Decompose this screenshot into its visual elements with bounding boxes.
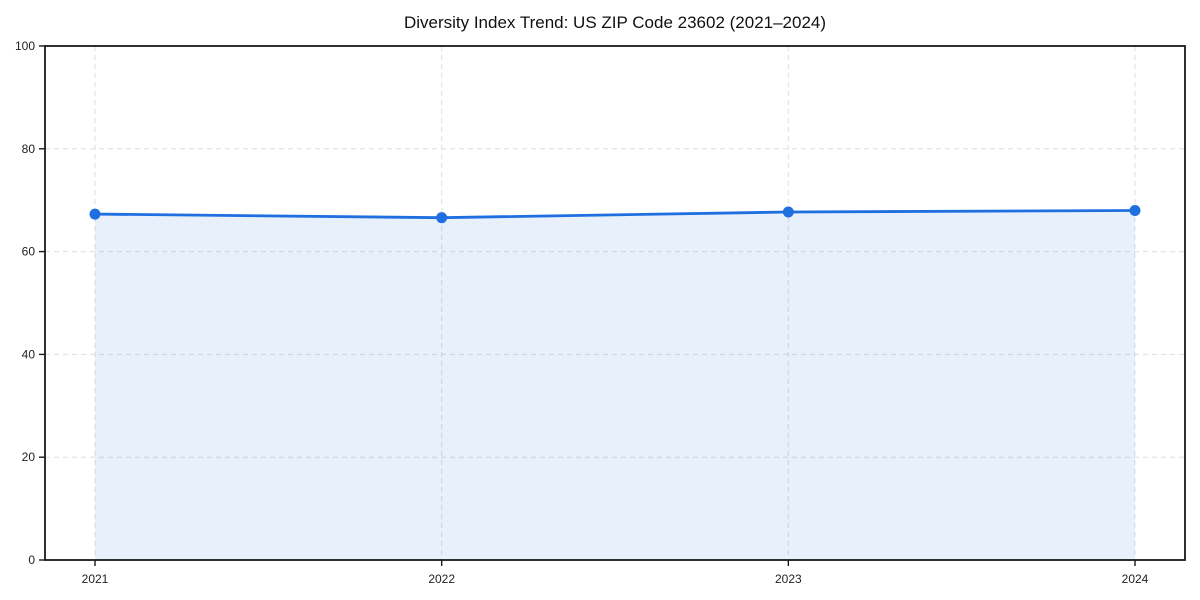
x-tick-label: 2022 bbox=[428, 572, 455, 586]
y-tick-label: 0 bbox=[28, 553, 35, 567]
y-tick-label: 40 bbox=[22, 347, 36, 361]
y-tick-label: 60 bbox=[22, 245, 36, 259]
y-tick-label: 20 bbox=[22, 450, 36, 464]
y-tick-label: 100 bbox=[15, 39, 35, 53]
series-area-fill bbox=[95, 210, 1135, 561]
chart-title: Diversity Index Trend: US ZIP Code 23602… bbox=[403, 13, 827, 32]
plot-frame bbox=[44, 45, 1186, 561]
data-point-marker bbox=[1129, 204, 1141, 216]
y-tick-label: 80 bbox=[22, 142, 36, 156]
x-tick-label: 2021 bbox=[82, 572, 109, 586]
x-tick-label: 2024 bbox=[1122, 572, 1149, 586]
data-point-marker bbox=[782, 206, 794, 218]
data-point-marker bbox=[89, 208, 101, 220]
series-line bbox=[93, 209, 1137, 220]
data-point-marker bbox=[436, 212, 448, 224]
x-tick-label: 2023 bbox=[775, 572, 802, 586]
